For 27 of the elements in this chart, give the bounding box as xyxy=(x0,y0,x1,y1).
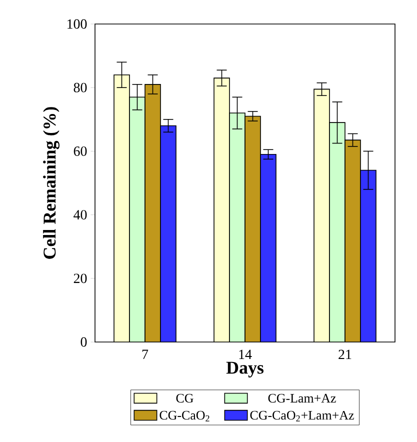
bar xyxy=(344,140,361,342)
x-tick-label: 7 xyxy=(142,350,148,359)
y-axis-title: Cell Remaining (%) xyxy=(43,107,60,259)
bar xyxy=(160,125,176,342)
y-tick-label: 20 xyxy=(74,274,87,284)
bar xyxy=(314,88,330,342)
y-tick-label: 40 xyxy=(74,210,87,220)
bar xyxy=(214,78,230,342)
y-tick-label: 60 xyxy=(74,146,87,156)
bar xyxy=(129,96,146,342)
legend-label: CG-Lam+Az xyxy=(268,394,336,403)
bar xyxy=(260,154,276,342)
bar xyxy=(360,170,376,342)
legend-label: CG-CaO$_{2}$+Lam+Az xyxy=(250,410,354,422)
y-tick-label: 100 xyxy=(68,19,87,29)
y-tick-label: 0 xyxy=(80,337,87,347)
bar xyxy=(229,112,246,342)
bar xyxy=(114,74,130,342)
bar xyxy=(144,84,161,342)
y-tick-label: 80 xyxy=(74,82,87,92)
x-tick-label: 14 xyxy=(239,350,252,359)
x-tick-label: 21 xyxy=(338,350,352,360)
x-axis-title: Days xyxy=(226,362,264,378)
legend-label: CG xyxy=(176,394,194,403)
legend-label: CG-CaO$_{2}$ xyxy=(160,410,210,422)
bar xyxy=(244,116,261,342)
bar xyxy=(329,122,346,342)
